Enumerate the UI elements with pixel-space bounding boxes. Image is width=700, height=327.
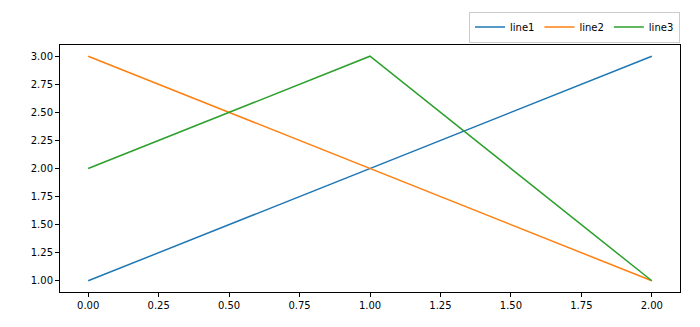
svg-text:0.75: 0.75 [288,300,310,311]
svg-text:1.50: 1.50 [500,300,522,311]
svg-text:line3: line3 [649,22,673,33]
svg-text:1.25: 1.25 [31,247,53,258]
svg-text:0.25: 0.25 [148,300,170,311]
svg-text:1.75: 1.75 [31,191,53,202]
svg-text:1.50: 1.50 [31,219,53,230]
svg-text:2.50: 2.50 [31,107,53,118]
svg-text:3.00: 3.00 [31,51,53,62]
svg-text:1.75: 1.75 [570,300,592,311]
svg-text:2.00: 2.00 [31,163,53,174]
svg-text:1.25: 1.25 [429,300,451,311]
svg-text:2.75: 2.75 [31,79,53,90]
svg-text:1.00: 1.00 [31,275,53,286]
svg-text:1.00: 1.00 [359,300,381,311]
svg-text:line2: line2 [579,22,603,33]
svg-text:2.00: 2.00 [641,300,663,311]
svg-text:2.25: 2.25 [31,135,53,146]
svg-text:0.50: 0.50 [218,300,240,311]
svg-text:line1: line1 [510,22,534,33]
svg-text:0.00: 0.00 [77,300,99,311]
